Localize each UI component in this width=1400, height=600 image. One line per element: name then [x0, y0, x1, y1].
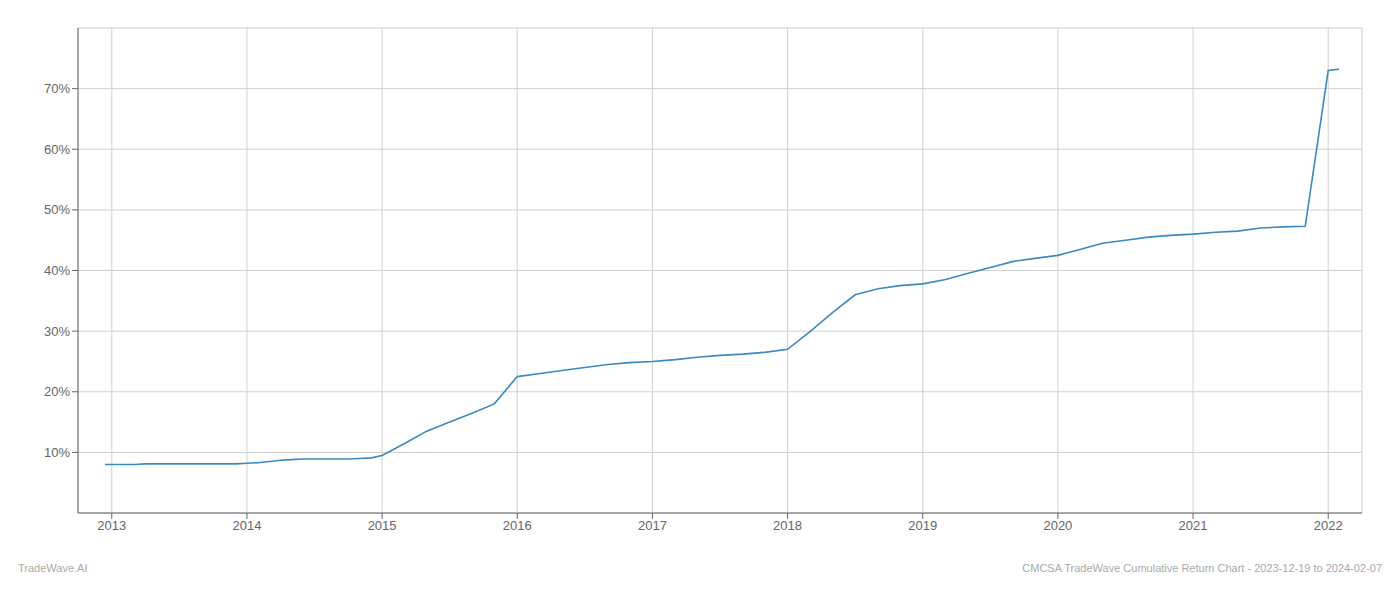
html-text:CMCSA TradeWave Cumulative Ret: CMCSA TradeWave Cumulative Return Chart … [1022, 562, 1382, 574]
svg-text:40%: 40% [44, 263, 70, 278]
svg-text:60%: 60% [44, 142, 70, 157]
svg-text:2019: 2019 [908, 518, 937, 533]
svg-text:70%: 70% [44, 81, 70, 96]
svg-text:10%: 10% [44, 445, 70, 460]
svg-text:2016: 2016 [503, 518, 532, 533]
svg-text:2013: 2013 [97, 518, 126, 533]
svg-text:50%: 50% [44, 202, 70, 217]
svg-text:2022: 2022 [1314, 518, 1343, 533]
svg-text:2018: 2018 [773, 518, 802, 533]
svg-text:2020: 2020 [1043, 518, 1072, 533]
svg-text:2014: 2014 [232, 518, 261, 533]
html-text:TradeWave.AI: TradeWave.AI [18, 562, 88, 574]
svg-text:2015: 2015 [368, 518, 397, 533]
svg-text:2017: 2017 [638, 518, 667, 533]
svg-text:30%: 30% [44, 324, 70, 339]
svg-text:2021: 2021 [1179, 518, 1208, 533]
svg-text:20%: 20% [44, 384, 70, 399]
